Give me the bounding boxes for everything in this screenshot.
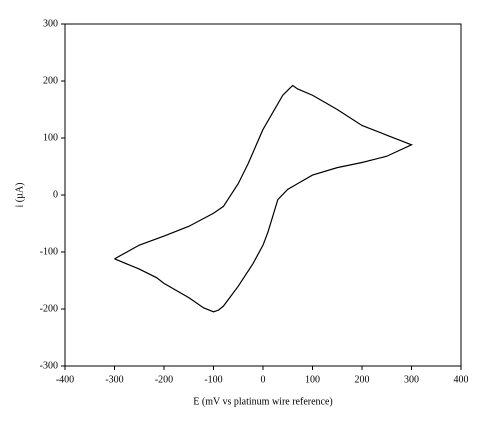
y-tick-label: -300 [40, 360, 58, 371]
y-tick-label: -100 [40, 246, 58, 257]
x-tick-label: -100 [204, 374, 222, 385]
y-tick-label: 200 [43, 75, 58, 86]
data-line [114, 84, 414, 313]
x-tick-label: 400 [454, 374, 469, 385]
x-tick-label: 300 [404, 374, 419, 385]
x-tick-label: -400 [56, 374, 74, 385]
x-tick-label: -200 [155, 374, 173, 385]
x-tick-label: 200 [355, 374, 370, 385]
y-tick-label: 0 [53, 189, 58, 200]
plot-frame [64, 23, 462, 367]
y-tick-label: -200 [40, 303, 58, 314]
x-tick-label: 0 [261, 374, 266, 385]
x-tick-label: -300 [105, 374, 123, 385]
y-tick-label: 100 [43, 132, 58, 143]
x-axis-label: E (mV vs platinum wire reference) [193, 396, 332, 407]
y-tick-label: 300 [43, 18, 58, 29]
x-tick-label: 100 [305, 374, 320, 385]
y-axis-label: i (µA) [14, 183, 25, 208]
